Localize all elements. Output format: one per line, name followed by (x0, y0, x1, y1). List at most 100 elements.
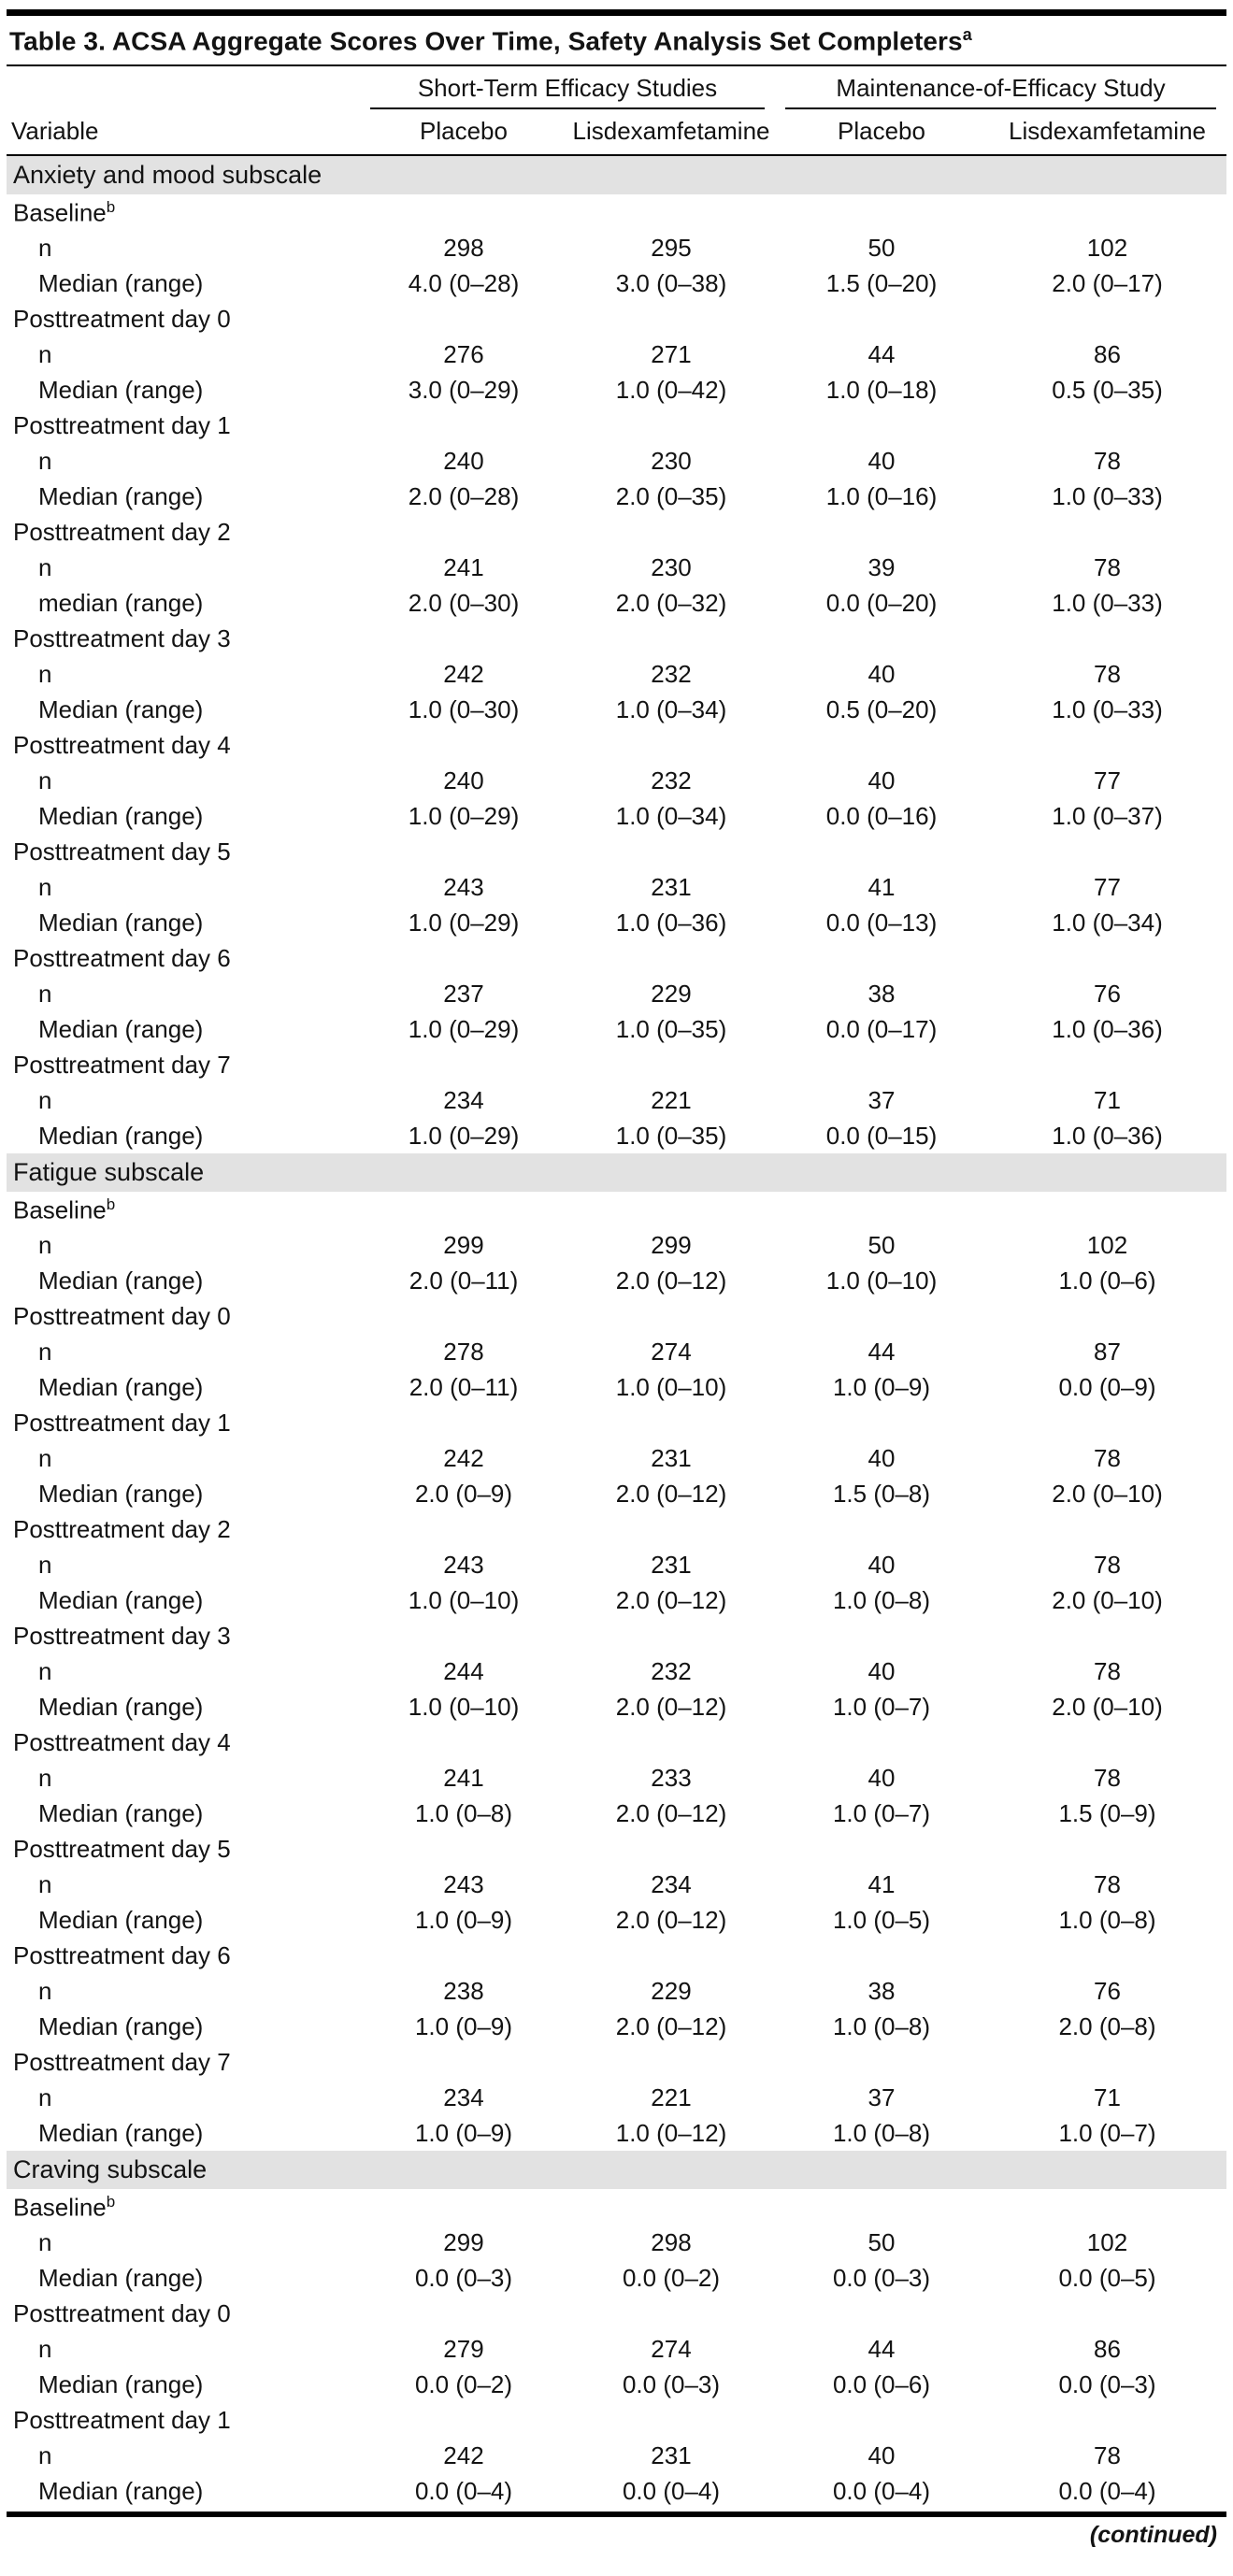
data-row: n 238 229 38 76 (7, 1973, 1226, 2009)
cell-value: 2.0 (0–17) (1052, 268, 1163, 297)
cell-value: 279 (443, 2334, 484, 2363)
data-row: Median (range) 2.0 (0–11) 1.0 (0–10) 1.0 (0… (7, 1369, 1226, 1405)
group-label-row: Posttreatment day 5 (7, 1831, 1226, 1867)
column-header-me-placebo: Placebo (775, 110, 988, 157)
group-label: Baselineb (13, 2192, 116, 2222)
cell-value: 41 (867, 1869, 896, 1898)
cell-value: 39 (867, 552, 896, 581)
cell-value: 1.0 (0–36) (615, 908, 727, 937)
data-row: n 234 221 37 71 (7, 1082, 1226, 1118)
group-label: Posttreatment day 4 (13, 1727, 231, 1756)
data-row: Median (range) 1.0 (0–29) 1.0 (0–34) 0.0 (0… (7, 798, 1226, 834)
cell-value: 40 (867, 1656, 896, 1685)
cell-value: 1.0 (0–8) (1058, 1905, 1156, 1934)
cell-value: 78 (1094, 1763, 1121, 1792)
data-row: n 243 234 41 78 (7, 1867, 1226, 1902)
group-label: Posttreatment day 6 (13, 943, 231, 972)
row-label: Median (range) (38, 1905, 204, 1934)
section-header-row: Anxiety and mood subscale (7, 155, 1226, 195)
group-label-row: Baselineb (7, 2189, 1226, 2225)
row-label: n (38, 1763, 52, 1792)
cell-value: 2.0 (0–11) (409, 1372, 519, 1401)
group-label-superscript: b (106, 1195, 116, 1213)
cell-value: 232 (651, 766, 692, 794)
cell-value: 242 (443, 2440, 484, 2469)
cell-value: 1.0 (0–10) (408, 1692, 520, 1721)
group-label-row: Posttreatment day 6 (7, 1938, 1226, 1973)
data-row: Median (range) 2.0 (0–28) 2.0 (0–35) 1.0 (0… (7, 479, 1226, 514)
data-row: Median (range) 2.0 (0–9) 2.0 (0–12) 1.5 (0–… (7, 1476, 1226, 1511)
row-label: n (38, 659, 52, 688)
column-header-st-lisdexamfetamine: Lisdexamfetamine (567, 110, 775, 157)
data-row: Median (range) 1.0 (0–8) 2.0 (0–12) 1.0 (0–… (7, 1796, 1226, 1831)
group-label: Posttreatment day 2 (13, 517, 231, 546)
row-label: n (38, 1976, 52, 2005)
section-header-label: Anxiety and mood subscale (7, 155, 1226, 195)
data-row: Median (range) 1.0 (0–29) 1.0 (0–35) 0.0 (0… (7, 1011, 1226, 1047)
column-group-maintenance-label: Maintenance-of-Efficacy Study (785, 74, 1216, 110)
continued-note: (continued) (1089, 2522, 1217, 2549)
group-label: Posttreatment day 1 (13, 410, 231, 439)
row-label: n (38, 446, 52, 475)
data-row: n 278 274 44 87 (7, 1334, 1226, 1369)
cell-value: 2.0 (0–30) (408, 588, 520, 617)
cell-value: 1.5 (0–20) (825, 268, 938, 297)
cell-value: 1.0 (0–34) (1052, 908, 1163, 937)
cell-value: 234 (443, 2082, 484, 2111)
cell-value: 1.0 (0–8) (832, 1585, 931, 1614)
cell-value: 0.0 (0–5) (1058, 2263, 1156, 2292)
group-label: Posttreatment day 6 (13, 1940, 231, 1969)
cell-value: 50 (867, 1230, 896, 1259)
cell-value: 76 (1094, 1976, 1121, 2005)
cell-value: 40 (867, 1550, 896, 1579)
cell-value: 230 (651, 552, 692, 581)
section-header-label: Craving subscale (7, 2151, 1226, 2190)
row-label: Median (range) (38, 268, 204, 297)
cell-value: 1.0 (0–7) (1058, 2118, 1156, 2147)
cell-value: 1.0 (0–29) (408, 1014, 520, 1043)
cell-value: 78 (1094, 552, 1121, 581)
cell-value: 1.0 (0–16) (825, 481, 938, 510)
group-label-row: Posttreatment day 0 (7, 301, 1226, 336)
row-label: n (38, 1656, 52, 1685)
cell-value: 242 (443, 659, 484, 688)
data-row: Median (range) 1.0 (0–29) 1.0 (0–35) 0.0 (0… (7, 1118, 1226, 1153)
cell-value: 40 (867, 1763, 896, 1792)
data-row: n 243 231 40 78 (7, 1547, 1226, 1582)
cell-value: 299 (443, 2227, 484, 2256)
cell-value: 2.0 (0–32) (615, 588, 727, 617)
data-row: n 276 271 44 86 (7, 336, 1226, 372)
cell-value: 299 (651, 1230, 692, 1259)
data-row: Median (range) 1.0 (0–9) 1.0 (0–12) 1.0 (0–… (7, 2115, 1226, 2151)
row-label: Median (range) (38, 2476, 204, 2505)
data-row: Median (range) 1.0 (0–29) 1.0 (0–36) 0.0 (0… (7, 905, 1226, 940)
data-row: Median (range) 1.0 (0–30) 1.0 (0–34) 0.5 (0… (7, 692, 1226, 727)
cell-value: 0.0 (0–3) (1058, 2369, 1156, 2398)
cell-value: 78 (1094, 1443, 1121, 1472)
group-label-row: Posttreatment day 6 (7, 940, 1226, 976)
cell-value: 1.0 (0–42) (615, 375, 727, 404)
cell-value: 1.0 (0–34) (615, 694, 727, 723)
cell-value: 1.0 (0–35) (615, 1014, 727, 1043)
row-label: n (38, 552, 52, 581)
top-rule (7, 9, 1226, 16)
cell-value: 299 (443, 1230, 484, 1259)
cell-value: 40 (867, 766, 896, 794)
cell-value: 274 (651, 1337, 692, 1366)
cell-value: 71 (1094, 1085, 1121, 1114)
cell-value: 241 (443, 552, 484, 581)
row-label: Median (range) (38, 1585, 204, 1614)
row-label: n (38, 233, 52, 262)
section-header-row: Fatigue subscale (7, 1153, 1226, 1193)
group-label-row: Baselineb (7, 1192, 1226, 1227)
cell-value: 37 (867, 1085, 896, 1114)
cell-value: 1.0 (0–8) (832, 2118, 931, 2147)
cell-value: 1.0 (0–36) (1052, 1121, 1163, 1150)
cell-value: 2.0 (0–12) (615, 1905, 727, 1934)
cell-value: 0.0 (0–3) (414, 2263, 513, 2292)
cell-value: 1.0 (0–7) (832, 1692, 931, 1721)
cell-value: 274 (651, 2334, 692, 2363)
cell-value: 2.0 (0–28) (408, 481, 520, 510)
cell-value: 1.0 (0–35) (615, 1121, 727, 1150)
table-title-text: Table 3. ACSA Aggregate Scores Over Time… (9, 26, 963, 56)
